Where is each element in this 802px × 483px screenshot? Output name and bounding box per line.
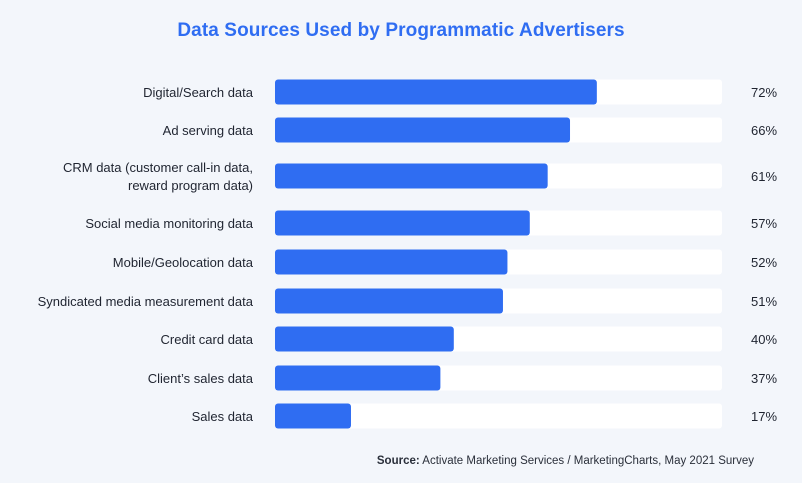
bar bbox=[275, 210, 530, 236]
source-note: Source: Activate Marketing Services / Ma… bbox=[377, 455, 754, 467]
value-label: 57% bbox=[751, 216, 777, 231]
category-label: Syndicated media measurement data bbox=[38, 294, 254, 309]
source-label: Source: bbox=[376, 455, 420, 467]
bar bbox=[275, 326, 454, 352]
category-label: CRM data (customer call-in data, reward p… bbox=[63, 160, 253, 193]
value-label: 66% bbox=[751, 123, 777, 138]
value-label: 37% bbox=[751, 371, 777, 386]
value-label: 52% bbox=[751, 255, 777, 270]
bar bbox=[275, 117, 571, 143]
bar-track bbox=[275, 403, 722, 429]
value-label: 61% bbox=[751, 169, 777, 184]
chart-title: Data Sources Used by Programmatic Advert… bbox=[177, 20, 625, 41]
category-label: Ad serving data bbox=[163, 123, 254, 138]
value-label: 40% bbox=[751, 332, 777, 347]
bar bbox=[275, 403, 351, 429]
category-label: Sales data bbox=[192, 409, 254, 424]
category-label: Social media monitoring data bbox=[85, 216, 253, 231]
category-label: Credit card data bbox=[161, 332, 254, 347]
bar bbox=[275, 79, 597, 105]
bar bbox=[275, 249, 508, 275]
value-label: 51% bbox=[751, 294, 777, 309]
value-label: 72% bbox=[751, 85, 777, 100]
category-label: Client’s sales data bbox=[148, 371, 254, 386]
bar bbox=[275, 288, 503, 314]
category-label: Digital/Search data bbox=[143, 85, 254, 100]
source-text: Activate Marketing Services / MarketingC… bbox=[419, 455, 754, 467]
value-label: 17% bbox=[751, 409, 777, 424]
bar bbox=[275, 365, 441, 391]
category-label: Mobile/Geolocation data bbox=[113, 255, 254, 270]
bar bbox=[275, 163, 548, 189]
